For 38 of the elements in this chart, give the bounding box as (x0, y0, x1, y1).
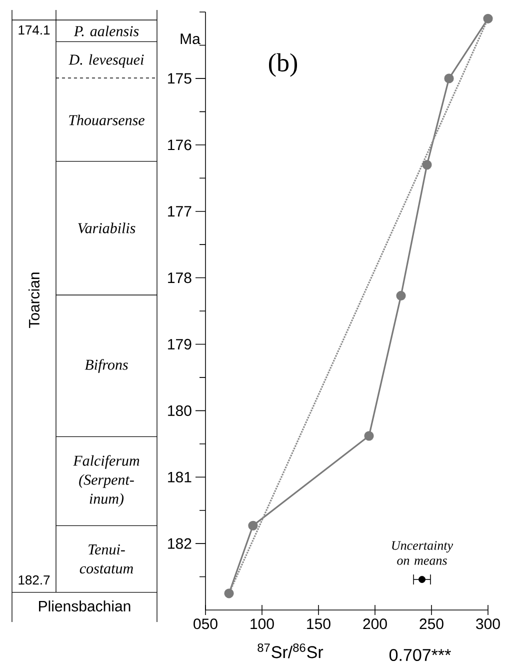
text: Tenui-costatum (80, 544, 133, 574)
y-tick-label: 178 (168, 272, 192, 284)
text: Bifrons (84, 359, 128, 373)
point (422, 160, 432, 170)
y-tick-label: 179 (168, 338, 192, 350)
x-tick-label: 200 (363, 618, 387, 630)
text: 174.1 (18, 26, 50, 34)
point (396, 290, 406, 301)
annotation: Uncertainty on means (392, 541, 454, 565)
y-tick-label: 182 (168, 538, 192, 549)
point (444, 74, 454, 84)
y-tick-label: 175 (168, 73, 192, 84)
x-tick-label: 250 (420, 618, 444, 630)
text: Falciferum (Serpent-inum) (73, 455, 140, 507)
text: D. levesquei (68, 54, 144, 68)
y-tick-label: 176 (168, 140, 192, 150)
x-tick-label: 050 (194, 618, 218, 630)
point (418, 576, 426, 583)
y-axis-title: Ma (180, 34, 200, 44)
text: 0.707*** (389, 648, 451, 662)
point (364, 431, 374, 441)
x-tick-label: 150 (307, 618, 330, 630)
x-axis-title: $^{87}$Sr/$^{86}$Sr (258, 643, 324, 658)
text: Thouarsense (69, 114, 144, 126)
text: 182.7 (18, 575, 50, 585)
point (224, 588, 234, 598)
point (483, 14, 493, 24)
annotation: (b) (268, 53, 298, 77)
text: Variabilis (78, 222, 136, 234)
point (248, 520, 258, 530)
y-tick-label: 177 (168, 206, 192, 216)
text: P. aalensis (74, 26, 139, 36)
text: Toarcian (28, 272, 40, 328)
x-tick-label: 300 (476, 618, 500, 630)
y-tick-label: 181 (168, 472, 192, 482)
text: Pliensbachian (39, 600, 130, 612)
x-tick-label: 100 (250, 618, 274, 630)
y-tick-label: 180 (168, 405, 192, 416)
